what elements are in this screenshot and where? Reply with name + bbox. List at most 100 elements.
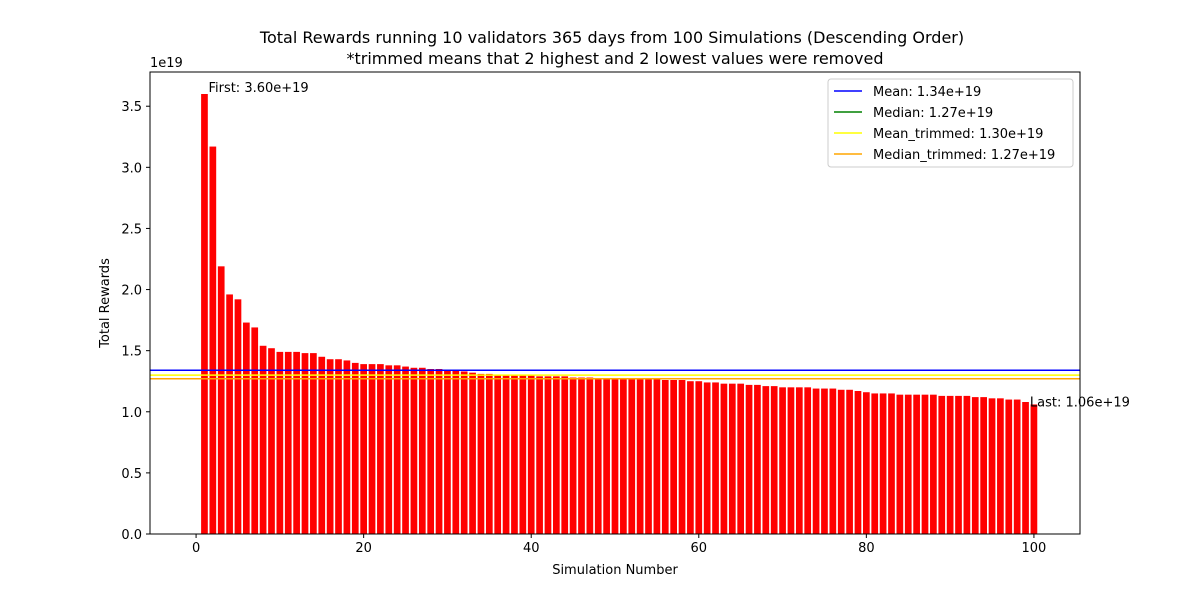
- y-tick-label: 0.0: [121, 528, 142, 543]
- x-tick-label: 80: [858, 541, 875, 556]
- bar: [1030, 404, 1038, 534]
- bar: [611, 378, 619, 534]
- bar: [913, 394, 920, 534]
- y-offset-text: 1e19: [150, 56, 183, 71]
- bar: [536, 376, 543, 534]
- bar: [469, 372, 476, 534]
- x-tick-label: 20: [355, 541, 372, 556]
- bar: [410, 367, 418, 534]
- y-tick-label: 2.5: [121, 222, 142, 237]
- bar: [779, 387, 786, 534]
- bar: [980, 397, 987, 534]
- reference-lines: [150, 369, 1080, 380]
- bar: [946, 395, 954, 534]
- bar: [385, 365, 393, 534]
- bar: [728, 383, 736, 534]
- bar: [435, 369, 443, 534]
- bar: [754, 384, 761, 534]
- bar: [217, 266, 225, 534]
- chart-subtitle: *trimmed means that 2 highest and 2 lowe…: [346, 49, 883, 68]
- bar: [477, 373, 485, 534]
- bar: [569, 377, 577, 534]
- bar: [653, 378, 661, 534]
- bar: [879, 393, 887, 534]
- bar: [234, 299, 242, 534]
- bar: [812, 388, 820, 534]
- bar: [921, 394, 929, 534]
- bar: [971, 397, 979, 534]
- bar: [712, 382, 719, 534]
- bar: [561, 376, 569, 534]
- bar: [829, 388, 837, 534]
- legend-label: Mean: 1.34e+19: [873, 85, 981, 100]
- bar: [502, 375, 510, 534]
- bar: [670, 380, 677, 534]
- y-tick-label: 1.5: [121, 345, 142, 360]
- bar: [511, 375, 518, 534]
- bar: [301, 353, 309, 534]
- bar: [787, 387, 795, 534]
- annotation-label: First: 3.60e+19: [208, 81, 308, 96]
- legend-box: [827, 78, 1074, 168]
- bar: [326, 359, 334, 534]
- bar: [770, 386, 778, 534]
- bar: [251, 327, 259, 534]
- bar: [837, 389, 845, 534]
- bar: [452, 370, 460, 534]
- bar: [310, 353, 317, 534]
- x-tick-label: 40: [523, 541, 540, 556]
- y-tick-label: 1.0: [121, 406, 142, 421]
- bar: [268, 348, 275, 534]
- x-tick-label: 100: [1022, 541, 1047, 556]
- bar: [293, 351, 300, 534]
- bar: [695, 381, 703, 534]
- bar: [628, 378, 636, 534]
- bar: [318, 356, 326, 534]
- bar: [720, 383, 728, 534]
- y-axis-ticks: 0.0 0.5 1.0 1.5 2.0 2.5 3.0 3.5: [121, 100, 150, 543]
- bar: [762, 386, 770, 534]
- bar: [544, 376, 552, 534]
- bar: [368, 364, 376, 534]
- bar: [888, 393, 895, 534]
- bar: [335, 359, 342, 534]
- bar: [988, 398, 996, 534]
- bar: [997, 398, 1004, 534]
- x-axis-label: Simulation Number: [552, 563, 678, 578]
- bar: [603, 378, 610, 534]
- bar: [418, 367, 426, 534]
- bar: [938, 395, 946, 534]
- bar: [377, 364, 384, 534]
- bar: [846, 389, 853, 534]
- y-tick-label: 0.5: [121, 467, 142, 482]
- bar: [393, 365, 401, 534]
- bar: [485, 373, 493, 534]
- bar: [896, 394, 904, 534]
- bar: [360, 364, 367, 534]
- bar: [444, 370, 451, 534]
- bar: [226, 294, 233, 534]
- bar: [737, 383, 745, 534]
- bar: [963, 395, 971, 534]
- bar: [620, 378, 627, 534]
- bar: [678, 380, 686, 534]
- plot-frame: [149, 71, 1081, 535]
- y-tick-label: 2.0: [121, 284, 142, 299]
- bar: [427, 369, 435, 534]
- bar: [904, 394, 912, 534]
- y-tick-label: 3.0: [121, 161, 142, 176]
- bar: [795, 387, 803, 534]
- bar: [636, 378, 644, 534]
- bar-series: [201, 94, 1038, 534]
- y-axis-label: Total Rewards: [98, 258, 113, 349]
- bar: [494, 375, 502, 534]
- bar: [930, 394, 937, 534]
- bar: [586, 377, 594, 534]
- y-tick-label: 3.5: [121, 100, 142, 115]
- bar: [687, 381, 694, 534]
- bar: [209, 146, 217, 534]
- bar: [804, 387, 812, 534]
- bar: [871, 393, 879, 534]
- bar: [1013, 399, 1021, 534]
